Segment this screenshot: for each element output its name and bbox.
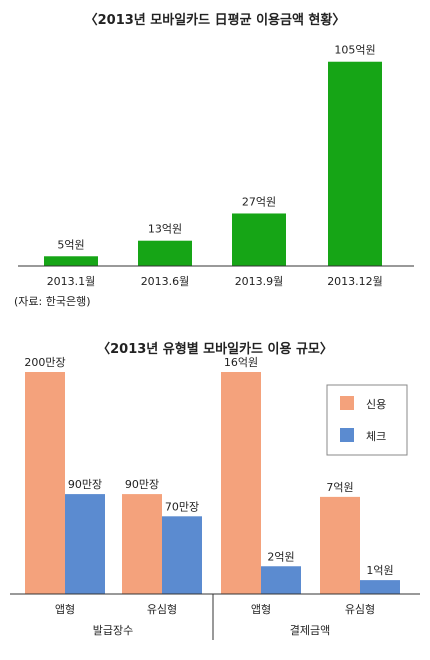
chart2-title: 〈2013년 유형별 모바일카드 이용 규모〉: [97, 341, 333, 357]
chart2-group-label: 결제금액: [290, 624, 330, 637]
chart1-value-label: 105억원: [334, 44, 375, 57]
legend-swatch-credit: [340, 396, 354, 410]
chart2-category-label: 앱형: [251, 603, 271, 616]
chart2-value-label: 90만장: [68, 478, 102, 491]
chart1-title: 〈2013년 모바일카드 日평균 이용금액 현황〉: [85, 12, 346, 28]
legend-label-check: 체크: [366, 430, 386, 443]
chart2-bar-credit: [221, 372, 261, 594]
chart2-bar-check: [360, 580, 400, 594]
chart1-tick-label: 2013.1월: [47, 275, 96, 288]
legend-box: [326, 384, 408, 456]
chart1-bar: [328, 61, 382, 267]
chart1-bar: [232, 213, 286, 266]
chart2-value-label: 16억원: [224, 356, 258, 369]
chart1-bar: [44, 256, 98, 266]
chart2-value-label: 200만장: [24, 356, 65, 369]
chart1-tick-label: 2013.6월: [141, 275, 190, 288]
chart2-value-label: 90만장: [125, 478, 159, 491]
chart2-category-label: 유심형: [345, 603, 375, 616]
chart2-bar-check: [162, 516, 202, 594]
chart1-value-label: 27억원: [242, 195, 276, 208]
chart1-source: (자료: 한국은행): [14, 295, 91, 308]
chart1-value-label: 13억원: [148, 223, 182, 236]
chart2-value-label: 1억원: [366, 564, 393, 577]
chart2-value-label: 70만장: [165, 500, 199, 513]
chart2-value-label: 2억원: [267, 550, 294, 563]
chart1-value-label: 5억원: [57, 238, 84, 251]
chart1-tick-label: 2013.9월: [235, 275, 284, 288]
chart2-category-label: 앱형: [55, 603, 75, 616]
chart1-ticks: 2013.1월 2013.6월 2013.9월 2013.12월: [47, 275, 383, 288]
chart2-category-label: 유심형: [147, 603, 177, 616]
chart1-bar: [138, 240, 192, 266]
chart2-bar-check: [261, 566, 301, 594]
legend-label-credit: 신용: [366, 398, 386, 411]
legend-swatch-check: [340, 428, 354, 442]
chart2-bars: 200만장 90만장 90만장 70만장 16억원 2억원 7억원 1억원: [24, 356, 400, 594]
chart2-bar-credit: [320, 496, 360, 594]
chart2-bar-credit: [122, 494, 162, 594]
chart2-bar-check: [65, 494, 105, 594]
chart1-bars: 5억원 13억원 27억원 105억원: [44, 44, 382, 267]
chart2-group-label: 발급장수: [93, 624, 133, 637]
chart2-bar-credit: [25, 372, 65, 594]
chart2-value-label: 7억원: [326, 481, 353, 494]
chart1-tick-label: 2013.12월: [327, 275, 383, 288]
chart2-legend: 신용 체크: [326, 384, 408, 456]
